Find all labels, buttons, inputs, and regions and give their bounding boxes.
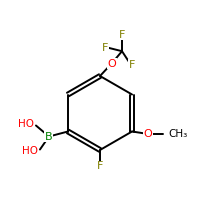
Text: B: B	[45, 132, 53, 142]
Text: F: F	[97, 161, 103, 171]
Text: CH₃: CH₃	[168, 129, 187, 139]
Text: F: F	[119, 30, 125, 40]
Text: HO: HO	[18, 119, 34, 129]
Text: F: F	[129, 60, 135, 70]
Text: F: F	[102, 43, 108, 53]
Text: HO: HO	[22, 146, 38, 156]
Text: O: O	[143, 129, 152, 139]
Text: O: O	[107, 59, 116, 69]
